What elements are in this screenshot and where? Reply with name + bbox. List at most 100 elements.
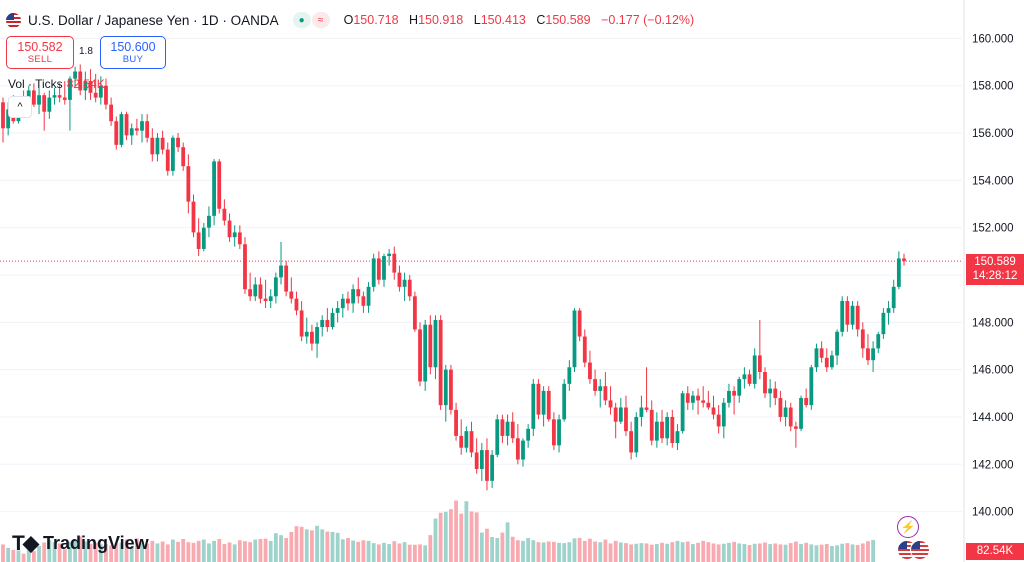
symbol-title[interactable]: U.S. Dollar / Japanese Yen · 1D · OANDA (28, 12, 279, 28)
candle-body (93, 92, 98, 98)
volume-bar (649, 544, 654, 562)
low-key: L (473, 13, 481, 27)
volume-bar (104, 544, 108, 562)
wave-icon[interactable]: ≈ (311, 12, 330, 28)
collapse-chevron-icon[interactable]: ^ (8, 96, 32, 118)
candle-body (572, 310, 577, 368)
candle-body (37, 95, 41, 105)
us-event-flag-icon-2[interactable] (910, 540, 930, 560)
volume-bar (428, 535, 433, 562)
volume-bar (155, 543, 160, 562)
candle-body (788, 407, 793, 427)
candle-body (464, 431, 469, 448)
volume-bar (304, 529, 309, 562)
candle-body (634, 416, 639, 453)
candle-body (160, 137, 165, 150)
candle-body (207, 215, 211, 228)
volume-bar (57, 543, 62, 562)
volume-bar (536, 542, 541, 562)
sell-button[interactable]: 150.582 SELL (6, 36, 74, 69)
market-status[interactable]: ● ≈ (292, 12, 330, 28)
volume-bar (685, 541, 690, 562)
volume-bar (624, 543, 628, 562)
volume-bar (727, 542, 731, 562)
candle-body (449, 369, 453, 410)
candle-body (793, 426, 798, 429)
candle-body (1, 102, 5, 129)
volume-bar (562, 543, 567, 562)
volume-bar (335, 532, 340, 562)
candle-body (860, 329, 865, 349)
candle-body (485, 450, 489, 481)
candle-body (119, 114, 124, 145)
volume-bar (232, 544, 237, 562)
volume-bar (310, 530, 314, 562)
volume-bar (279, 535, 283, 562)
volume-bar (402, 542, 407, 562)
candle-body (248, 289, 253, 297)
candle-body (526, 428, 531, 441)
volume-bar (850, 544, 855, 562)
volume-bar (495, 538, 500, 562)
volume-bar (629, 544, 634, 562)
volume-bar (860, 543, 865, 562)
candle-body (521, 440, 525, 460)
us-flag-icon (6, 12, 21, 28)
tradingview-logo[interactable]: T◆ TradingView (12, 531, 149, 556)
volume-bar (799, 544, 803, 562)
volume-bar (567, 542, 572, 562)
volume-bar (593, 541, 597, 562)
candle-body (78, 71, 83, 91)
symbol-header[interactable]: U.S. Dollar / Japanese Yen · 1D · OANDA … (6, 9, 701, 31)
volume-bar (546, 541, 551, 562)
candle-body (819, 348, 824, 358)
volume-bar (757, 543, 762, 562)
candle-body (567, 367, 572, 384)
volume-bar (742, 544, 747, 562)
candle-body (613, 407, 618, 422)
volume-bar (376, 544, 381, 562)
volume-bar (866, 541, 870, 562)
volume-bar (165, 544, 170, 562)
candle-body (536, 383, 541, 415)
volume-bar (788, 543, 793, 562)
candle-body (52, 95, 57, 98)
volume-bar (181, 538, 186, 562)
buy-price: 150.600 (110, 39, 156, 54)
candle-body (294, 298, 299, 311)
volume-bar (763, 542, 767, 562)
volume-bar (783, 544, 788, 562)
candle-body (68, 78, 72, 100)
volume-bar (150, 540, 155, 562)
buy-button[interactable]: 150.600 BUY (100, 36, 166, 69)
volume-bar (37, 546, 41, 562)
candle-body (696, 395, 700, 401)
candle-body (459, 435, 464, 448)
candle-body (438, 319, 443, 406)
candle-body (104, 85, 108, 105)
lightning-icon[interactable]: ⚡ (897, 516, 919, 538)
candle-body (83, 80, 88, 91)
market-open-icon[interactable]: ● (292, 12, 311, 28)
candle-body (778, 398, 783, 417)
y-tick-label: 144.000 (972, 412, 1014, 424)
volume-bar (21, 553, 26, 562)
candle-body (186, 166, 191, 202)
volume-bar (639, 543, 644, 562)
economic-events[interactable] (897, 540, 931, 560)
candle-body (237, 232, 242, 245)
brand-name: TradingView (42, 533, 149, 553)
volume-bar (423, 545, 428, 562)
candle-body (876, 334, 881, 349)
volume-bar (701, 540, 706, 562)
volume-legend[interactable]: Vol · Ticks 82.54K (8, 77, 105, 91)
volume-bar (835, 545, 839, 562)
candle-body (809, 367, 814, 406)
candle-body (675, 431, 680, 443)
candle-body (371, 258, 376, 287)
volume-bar (1, 544, 5, 562)
candle-body (500, 419, 505, 436)
y-tick-label: 140.000 (972, 507, 1014, 519)
volume-bar (382, 542, 386, 562)
